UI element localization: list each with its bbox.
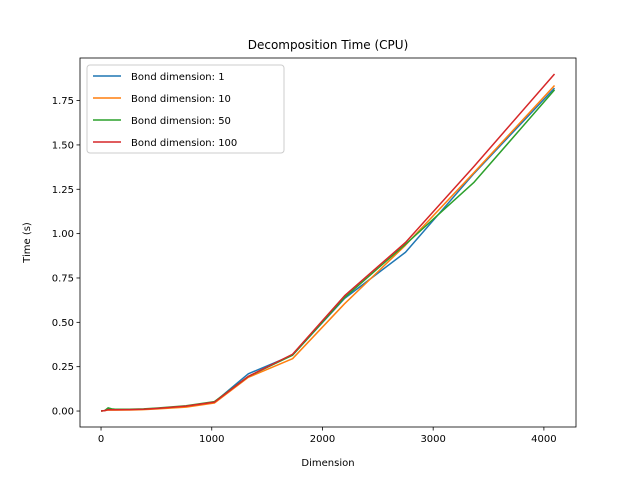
series-line-4 — [100, 73, 556, 412]
x-axis-label: Dimension — [301, 458, 354, 469]
y-tick-label: 1.75 — [52, 96, 74, 107]
y-axis-label: Time (s) — [22, 222, 33, 264]
plot-frame — [79, 57, 577, 428]
y-tick-label: 1.00 — [52, 229, 74, 240]
chart-title: Decomposition Time (CPU) — [248, 38, 409, 52]
y-tick-label: 1.25 — [52, 185, 74, 196]
x-axis-ticks: 0 1000 2000 3000 4000 — [98, 427, 557, 445]
y-tick-label: 1.50 — [52, 140, 74, 151]
legend-label-3: Bond dimension: 50 — [131, 116, 231, 127]
x-tick-label: 4000 — [531, 434, 556, 445]
legend-label-4: Bond dimension: 100 — [131, 138, 237, 149]
legend-label-1: Bond dimension: 1 — [131, 72, 225, 83]
x-tick-label: 1000 — [199, 434, 224, 445]
x-tick-label: 3000 — [420, 434, 445, 445]
x-tick-label: 2000 — [310, 434, 335, 445]
series-layer — [100, 73, 556, 412]
y-tick-label: 0.25 — [52, 362, 74, 373]
y-tick-label: 0.50 — [52, 318, 74, 329]
x-tick-label: 0 — [98, 434, 104, 445]
y-tick-label: 0.75 — [52, 273, 74, 284]
legend: Bond dimension: 1 Bond dimension: 10 Bond … — [86, 64, 285, 154]
legend-label-2: Bond dimension: 10 — [131, 94, 231, 105]
legend-box — [86, 64, 285, 154]
y-tick-label: 0.00 — [52, 407, 74, 418]
y-axis-ticks: 0.00 0.25 0.50 0.75 1.00 1.25 1.50 1.75 — [52, 96, 80, 418]
